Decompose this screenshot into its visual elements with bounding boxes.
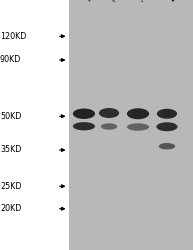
- Text: HepG2: HepG2: [109, 0, 135, 4]
- Ellipse shape: [127, 108, 149, 119]
- Ellipse shape: [73, 122, 95, 130]
- Text: 20KD: 20KD: [0, 204, 21, 213]
- Ellipse shape: [159, 143, 175, 150]
- Ellipse shape: [127, 123, 149, 131]
- Ellipse shape: [73, 108, 95, 119]
- Text: Hela: Hela: [84, 0, 103, 4]
- Text: 90KD: 90KD: [0, 56, 21, 64]
- Ellipse shape: [101, 123, 117, 130]
- Ellipse shape: [99, 108, 119, 118]
- Text: 50KD: 50KD: [0, 112, 21, 121]
- Text: 35KD: 35KD: [0, 146, 21, 154]
- Ellipse shape: [157, 109, 177, 119]
- Text: 293: 293: [167, 0, 184, 4]
- Bar: [69, 0, 193, 250]
- Text: 25KD: 25KD: [0, 182, 21, 191]
- Text: A549: A549: [138, 0, 159, 4]
- Text: 120KD: 120KD: [0, 32, 26, 41]
- Ellipse shape: [156, 122, 178, 131]
